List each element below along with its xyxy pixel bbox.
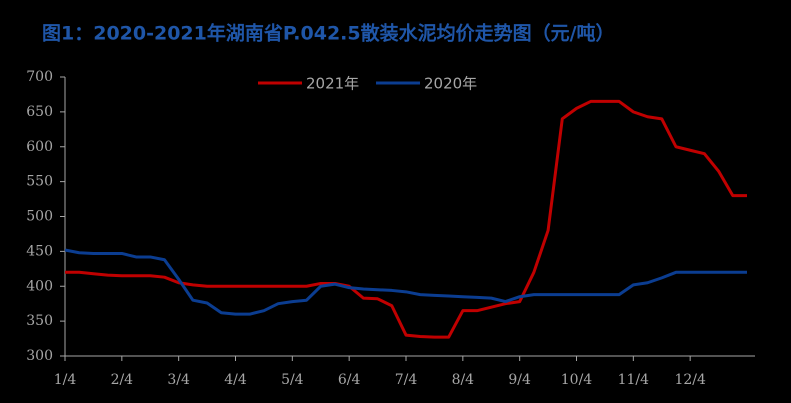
- x-tick-label: 8/4: [452, 372, 475, 388]
- y-tick-label: 400: [26, 278, 53, 294]
- series-line: [64, 248, 747, 316]
- y-tick-label: 450: [26, 243, 53, 259]
- y-tick-label: 650: [26, 104, 53, 120]
- x-tick-label: 10/4: [561, 372, 593, 388]
- y-tick-label: 300: [26, 348, 53, 364]
- x-tick-label: 12/4: [674, 372, 706, 388]
- series-line: [65, 99, 747, 339]
- chart-title: 图1：2020-2021年湖南省P.042.5散装水泥均价走势图（元/吨）: [42, 22, 615, 45]
- x-tick-label: 1/4: [54, 372, 77, 388]
- x-tick-label: 9/4: [508, 372, 531, 388]
- y-tick-label: 550: [26, 174, 53, 190]
- x-tick-label: 3/4: [167, 372, 190, 388]
- x-tick-label: 7/4: [395, 372, 418, 388]
- legend-label: 2021年: [306, 75, 359, 93]
- y-tick-label: 700: [26, 69, 53, 85]
- x-tick-label: 11/4: [618, 372, 650, 388]
- y-tick-label: 350: [26, 313, 53, 329]
- legend-label: 2020年: [424, 75, 477, 93]
- x-tick-label: 4/4: [224, 372, 247, 388]
- y-tick-label: 600: [26, 139, 53, 155]
- x-tick-label: 6/4: [338, 372, 361, 388]
- x-tick-label: 5/4: [281, 372, 304, 388]
- y-tick-label: 500: [26, 209, 53, 225]
- x-tick-label: 2/4: [111, 372, 134, 388]
